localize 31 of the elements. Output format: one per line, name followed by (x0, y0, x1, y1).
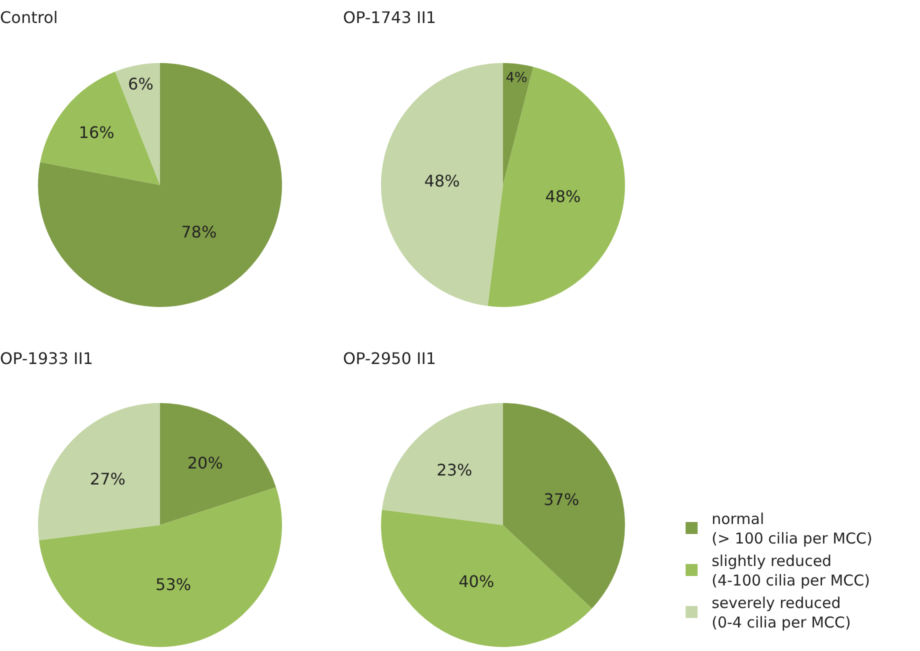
legend-label: slightly reduced (4-100 cilia per MCC) (712, 552, 870, 590)
data-label: 37% (544, 490, 580, 510)
data-label: 4% (506, 70, 528, 86)
pie-slice (381, 510, 592, 647)
pie-slice (40, 72, 160, 185)
chart-title: OP-2950 II1 (343, 349, 436, 368)
legend-label: severely reduced (0-4 cilia per MCC) (712, 594, 851, 632)
pie-slice (38, 63, 282, 307)
pie-slice (115, 63, 160, 185)
chart-title: OP-1743 II1 (343, 8, 436, 27)
data-label: 16% (78, 123, 114, 142)
chart-title: OP-1933 II1 (0, 349, 94, 368)
pie-slice (503, 403, 625, 609)
legend-label: normal (> 100 cilia per MCC) (712, 510, 872, 548)
pie-slice (38, 403, 160, 540)
chart-title: Control (0, 8, 58, 27)
pie-slice (160, 403, 276, 525)
data-label: 48% (424, 172, 460, 191)
data-label: 27% (90, 469, 126, 488)
pie-slice (503, 63, 534, 185)
data-label: 40% (458, 572, 494, 592)
data-label: 6% (128, 74, 154, 94)
data-label: 78% (181, 222, 217, 242)
data-label: 53% (156, 575, 192, 594)
pie-slice (381, 63, 503, 306)
pie-slice (488, 66, 625, 307)
pie-slice (38, 487, 282, 647)
pie-slice (382, 403, 503, 525)
data-label: 48% (545, 186, 581, 206)
data-label: 23% (436, 460, 472, 480)
data-label: 20% (187, 453, 223, 472)
